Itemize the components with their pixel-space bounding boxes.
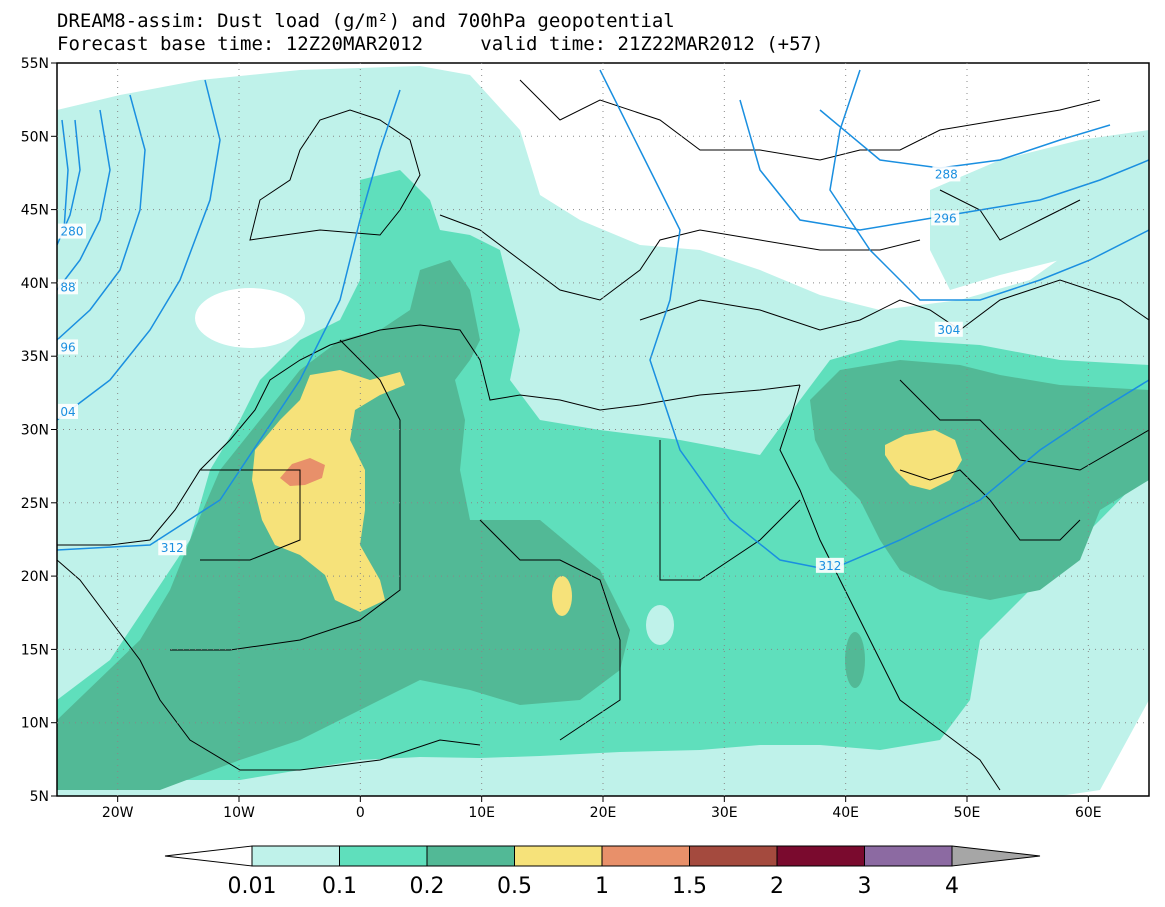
dust-level-1 xyxy=(280,458,325,486)
lon-tick-label: 20W xyxy=(102,805,134,821)
lat-tick-label: 45N xyxy=(21,203,49,219)
geopotential-contours xyxy=(57,69,1149,571)
contour-label: 04 xyxy=(60,405,75,419)
colorbar-segment xyxy=(864,845,953,867)
dust-level-05 xyxy=(252,370,962,616)
grid-lines xyxy=(57,63,1149,796)
lat-tick-label: 25N xyxy=(21,496,49,512)
colorbar-label: 0.1 xyxy=(322,874,357,899)
contour-label-bg xyxy=(934,321,963,337)
colorbar-segment xyxy=(251,845,340,867)
lat-tick-label: 15N xyxy=(21,642,49,658)
contour-label: 304 xyxy=(937,323,960,337)
lon-tick-label: 60E xyxy=(1075,805,1102,821)
lat-tick-label: 5N xyxy=(30,789,49,805)
lon-tick-label: 10E xyxy=(468,805,495,821)
colorbar-segment xyxy=(601,845,690,867)
colorbar-label: 0.5 xyxy=(497,874,532,899)
clear-patch-atlantic xyxy=(195,288,305,348)
contour-label: 280 xyxy=(61,225,84,239)
contour-label: 312 xyxy=(818,559,841,573)
colorbar-segment xyxy=(514,845,603,867)
contour-label-bg xyxy=(158,540,187,556)
contour-label: 288 xyxy=(935,167,958,181)
contour-label: 296 xyxy=(934,211,957,225)
contour-label-bg xyxy=(932,166,961,182)
coastlines xyxy=(57,79,1149,791)
lat-tick-label: 50N xyxy=(21,129,49,145)
lat-tick-label: 35N xyxy=(21,349,49,365)
lon-tick-label: 40E xyxy=(832,805,859,821)
lat-tick-label: 20N xyxy=(21,569,49,585)
latitude-axis: 55N 50N 45N 40N 35N 30N 25N 20N 15N 10N 5N xyxy=(21,56,57,805)
map-subtitle: Forecast base time: 12Z20MAR2012 valid t… xyxy=(57,34,823,54)
contour-label: 312 xyxy=(161,541,184,555)
colorbar-label: 3 xyxy=(858,874,872,899)
contour-label-bg xyxy=(58,339,78,355)
contour-label: 96 xyxy=(60,340,75,354)
lat-tick-label: 30N xyxy=(21,423,49,439)
contour-label-bg xyxy=(58,403,78,419)
valid-time-label: valid time: 21Z22MAR2012 (+57) xyxy=(480,33,824,55)
lon-tick-label: 10W xyxy=(223,805,255,821)
lon-tick-label: 50E xyxy=(954,805,981,821)
lon-tick-label: 20E xyxy=(590,805,617,821)
colorbar-label: 4 xyxy=(945,874,959,899)
longitude-axis: 20W 10W 0 10E 20E 30E 40E 50E 60E xyxy=(102,796,1102,821)
colorbar-lower-triangle xyxy=(164,845,253,867)
contour-label-bg xyxy=(815,557,844,573)
contour-label: 88 xyxy=(60,280,75,294)
contour-labels: 312 312 304 296 288 280 88 96 04 xyxy=(58,166,963,573)
base-time-label: Forecast base time: 12Z20MAR2012 xyxy=(57,33,424,55)
colorbar-segment xyxy=(339,845,428,867)
lon-tick-label: 30E xyxy=(711,805,738,821)
lat-tick-label: 10N xyxy=(21,716,49,732)
colorbar-segment xyxy=(689,845,778,867)
lat-tick-label: 55N xyxy=(21,56,49,72)
lon-tick-label: 0 xyxy=(356,805,365,821)
colorbar-upper-triangle xyxy=(951,845,1041,867)
contour-label-bg xyxy=(58,223,86,239)
thin-patch-sudan xyxy=(646,605,674,645)
lat-tick-label: 40N xyxy=(21,276,49,292)
colorbar-label: 1 xyxy=(595,874,609,899)
colorbar-label: 1.5 xyxy=(672,874,707,899)
colorbar-label: 0.2 xyxy=(410,874,445,899)
map-title: DREAM8-assim: Dust load (g/m²) and 700hP… xyxy=(57,10,675,32)
colorbar-label: 0.01 xyxy=(228,874,277,899)
colorbar-segment xyxy=(776,845,865,867)
colorbar-segment xyxy=(426,845,515,867)
colorbar: 0.01 0.1 0.2 0.5 1 1.5 2 3 4 xyxy=(164,845,1041,899)
contour-label-bg xyxy=(931,210,960,226)
colorbar-label: 2 xyxy=(770,874,784,899)
